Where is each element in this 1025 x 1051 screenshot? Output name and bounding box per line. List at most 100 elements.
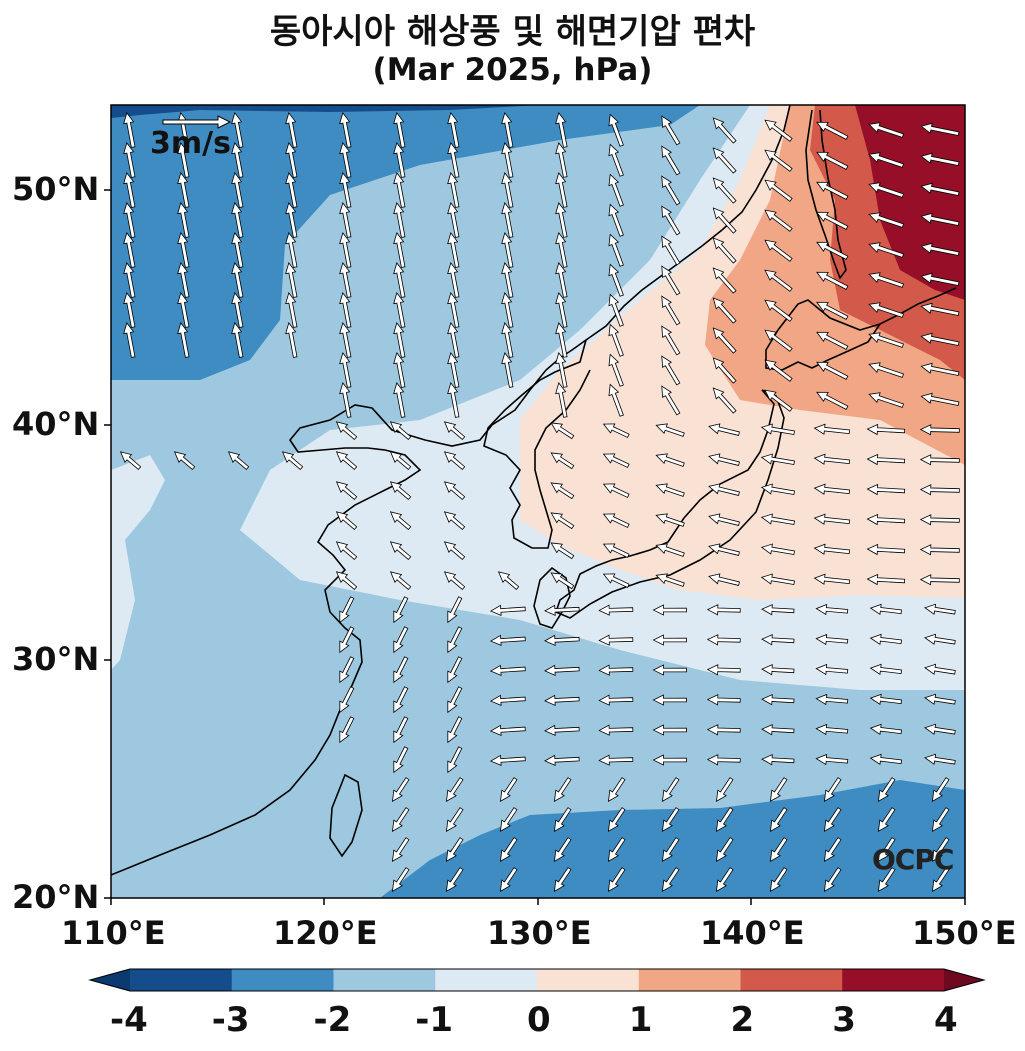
wind-vector (173, 451, 196, 471)
wind-vector (553, 777, 572, 803)
wind-vector (607, 837, 626, 863)
colorbar-tick-label: 2 (730, 1000, 755, 1040)
colorbar-segment (333, 969, 436, 991)
wind-vector (760, 513, 795, 525)
wind-vector (920, 152, 960, 166)
colorbar-segment (740, 969, 843, 991)
lon-tick-110e: 110°E (61, 914, 166, 952)
wind-vector (285, 142, 298, 178)
wind-vector (123, 202, 136, 238)
wind-vector (715, 777, 734, 803)
wind-vector (919, 424, 960, 436)
wind-vector (550, 542, 575, 560)
wind-vector (389, 571, 412, 591)
wind-vector (285, 322, 298, 358)
wind-vector (231, 232, 244, 268)
wind-vector (924, 723, 956, 735)
wind-vector (715, 867, 734, 893)
colorbar-tick-label: -4 (110, 1000, 148, 1040)
contour-band-below-neg3-north (111, 105, 540, 118)
wind-vector (813, 513, 851, 525)
wind-vector (661, 807, 680, 833)
wind-vector (393, 232, 406, 268)
wind-vector (823, 867, 842, 893)
wind-vector (761, 694, 795, 706)
honshu (555, 389, 785, 619)
wind-vector (868, 362, 904, 378)
wind-vector (607, 807, 626, 833)
wind-vector (177, 322, 190, 358)
wind-vector (706, 724, 741, 736)
wind-vector (816, 211, 849, 230)
wind-vector (652, 754, 687, 766)
wind-vector (816, 241, 849, 260)
wind-vector (501, 322, 514, 358)
wind-vector (285, 262, 298, 298)
wind-vector (598, 724, 634, 736)
wind-vector (764, 119, 793, 142)
wind-vector (544, 724, 580, 736)
wind-vector (227, 451, 250, 471)
wind-vector (555, 352, 568, 388)
wind-vector (339, 172, 352, 208)
wind-vector (389, 421, 412, 441)
wind-vector (335, 571, 358, 591)
wind-vector (706, 664, 741, 676)
wind-vector (761, 634, 795, 646)
wind-vector (920, 242, 960, 256)
wind-vector (764, 239, 793, 262)
wind-vector (335, 451, 358, 471)
lon-tick-130e: 130°E (487, 914, 592, 952)
wind-vector (868, 122, 904, 138)
kuril-islands (879, 287, 957, 325)
wind-vector (769, 837, 788, 863)
wind-vector (815, 663, 849, 676)
wind-vector (393, 596, 409, 624)
wind-vector (489, 664, 526, 677)
wind-vector (655, 483, 685, 497)
wind-vector (652, 634, 687, 646)
wind-vector (607, 777, 626, 803)
colorbar-tick-label: -1 (415, 1000, 454, 1040)
wind-vector (661, 175, 681, 206)
wind-vector (920, 362, 960, 376)
wind-vector (177, 172, 190, 208)
wind-vector (443, 421, 466, 441)
wind-vector (661, 145, 681, 176)
wind-vector (447, 656, 463, 684)
wind-vector (447, 172, 460, 208)
wind-vector (760, 543, 795, 555)
wind-vector (655, 453, 685, 467)
colorbar-segment (130, 969, 233, 991)
wind-vector (447, 142, 460, 178)
wind-vector (868, 152, 904, 168)
wind-vector (924, 693, 956, 705)
wind-vector (443, 571, 466, 591)
wind-vector (231, 142, 244, 178)
wind-vector (447, 232, 460, 268)
wind-vector (598, 634, 634, 646)
colorbar-tick-label: 3 (832, 1000, 856, 1040)
wind-vector (655, 543, 685, 557)
wind-vector (813, 573, 851, 585)
colorbar-tick-label: 4 (934, 1000, 958, 1040)
wind-vector (816, 301, 849, 320)
wind-vector (555, 382, 568, 418)
wind-vector (607, 867, 626, 893)
wind-vector (877, 807, 896, 833)
wind-vector (231, 292, 244, 328)
wind-vector (501, 142, 514, 178)
wind-vector (712, 327, 737, 354)
wind-vector (816, 391, 849, 410)
wind-vector (661, 777, 680, 803)
wind-vector (868, 182, 904, 198)
hokkaido (765, 299, 882, 371)
wind-vector (816, 271, 849, 290)
wind-vector (555, 262, 568, 298)
wind-vector (391, 777, 410, 803)
wind-vector (339, 716, 355, 744)
wind-vector (231, 202, 244, 238)
wind-vector (708, 513, 740, 526)
wind-vector (706, 754, 741, 766)
wind-vector (393, 716, 409, 744)
